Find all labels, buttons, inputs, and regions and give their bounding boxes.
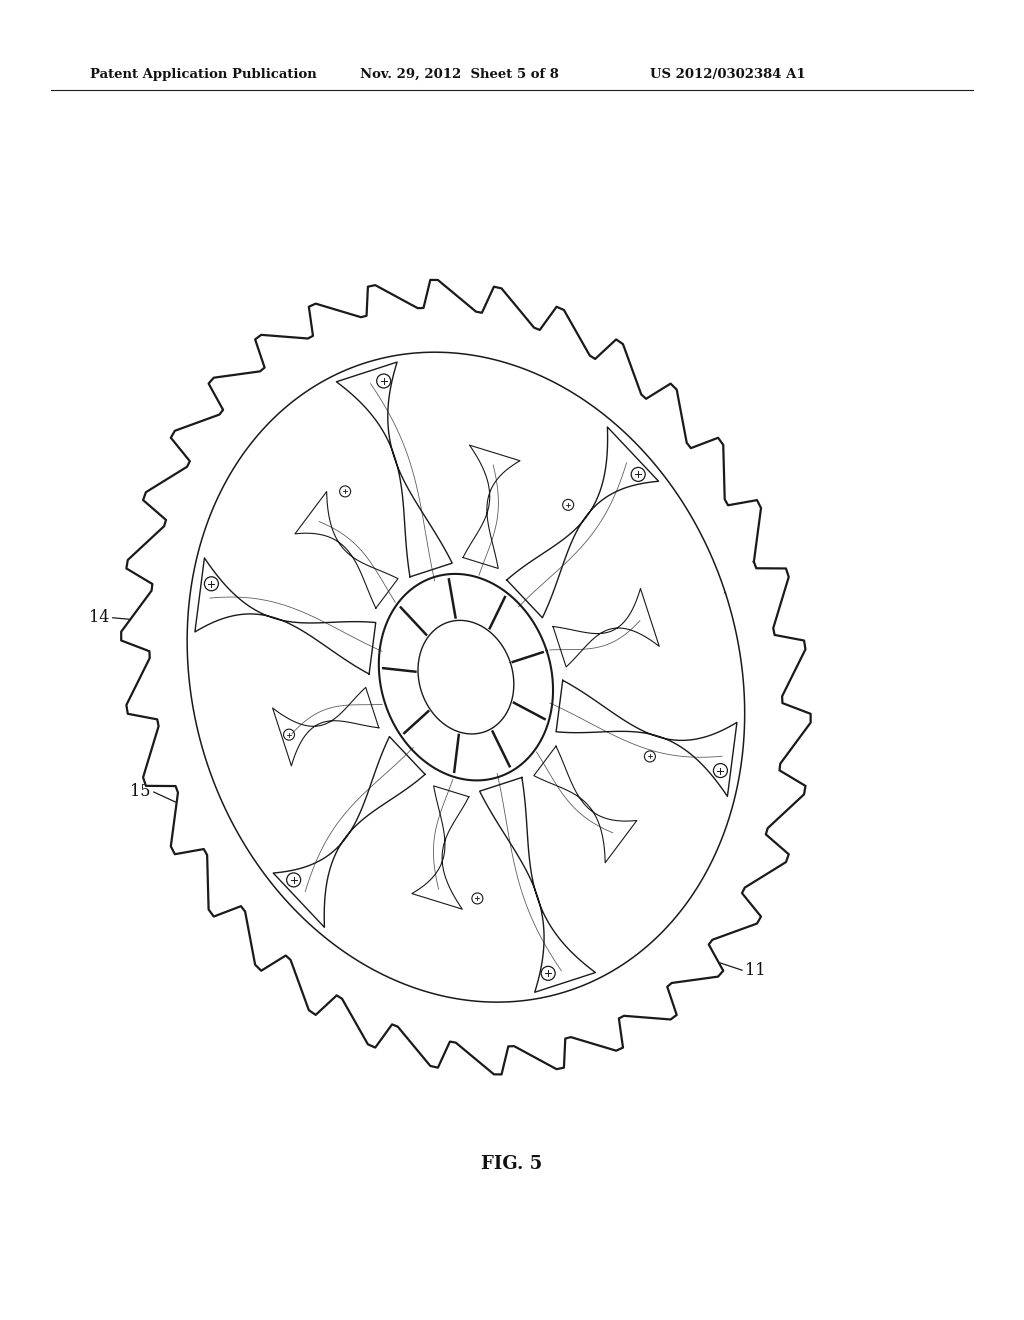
Polygon shape	[273, 737, 425, 928]
Polygon shape	[556, 680, 737, 796]
Polygon shape	[195, 558, 376, 675]
Polygon shape	[272, 688, 379, 766]
Polygon shape	[553, 589, 659, 667]
Text: FIG. 5: FIG. 5	[481, 1155, 543, 1173]
Polygon shape	[121, 280, 811, 1074]
Polygon shape	[479, 777, 596, 993]
Polygon shape	[463, 445, 520, 569]
Polygon shape	[507, 426, 658, 618]
Polygon shape	[295, 491, 398, 609]
Text: US 2012/0302384 A1: US 2012/0302384 A1	[650, 69, 806, 81]
Text: 14: 14	[89, 610, 110, 626]
Polygon shape	[534, 746, 637, 863]
Text: 11: 11	[745, 962, 766, 978]
Polygon shape	[412, 785, 469, 909]
Text: Nov. 29, 2012  Sheet 5 of 8: Nov. 29, 2012 Sheet 5 of 8	[360, 69, 559, 81]
Polygon shape	[336, 362, 453, 577]
Text: 15: 15	[130, 784, 151, 800]
Text: Patent Application Publication: Patent Application Publication	[90, 69, 316, 81]
